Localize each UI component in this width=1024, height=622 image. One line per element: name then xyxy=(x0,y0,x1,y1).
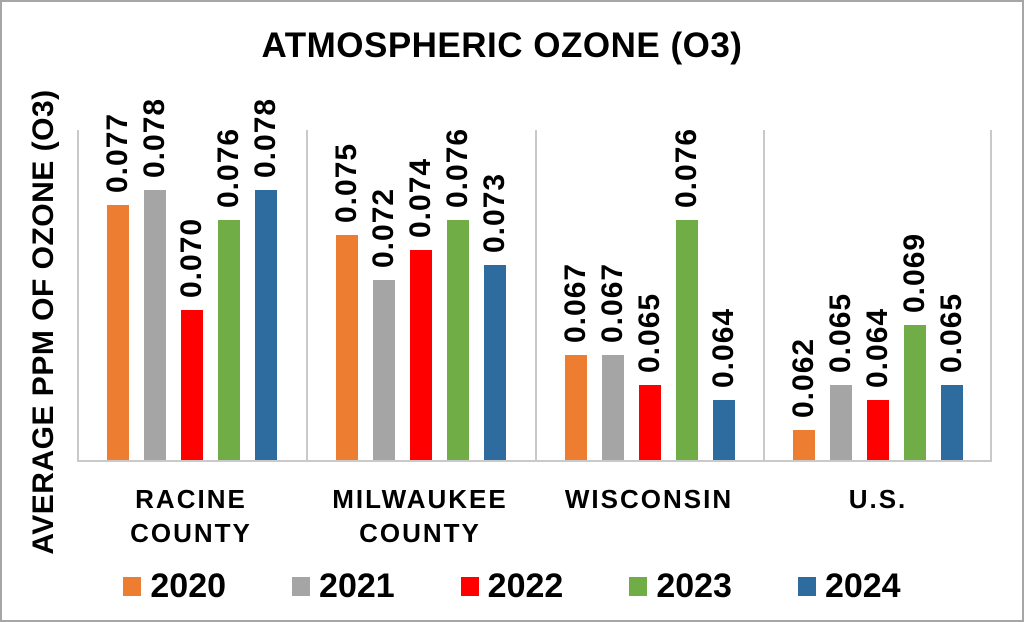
bar-2023-u-s- xyxy=(904,325,926,460)
bar-2020-racine-county xyxy=(107,205,129,460)
category-label-line: RACINE xyxy=(135,484,247,514)
category-label-milwaukee-county: MILWAUKEE COUNTY xyxy=(270,482,570,550)
y-axis-line xyxy=(77,130,79,462)
bar-value-label: 0.065 xyxy=(824,292,857,373)
bar-2023-racine-county xyxy=(218,220,240,460)
bar-2020-u-s- xyxy=(793,430,815,460)
bar-value-label: 0.070 xyxy=(175,217,208,298)
legend-item-2022: 2022 xyxy=(460,567,564,605)
legend-swatch-2022 xyxy=(460,576,479,596)
bar-2022-u-s- xyxy=(867,400,889,460)
bar-2023-milwaukee-county xyxy=(447,220,469,460)
chart-title: ATMOSPHERIC OZONE (O3) xyxy=(261,26,743,65)
bar-value-label: 0.072 xyxy=(367,187,400,268)
legend-item-2024: 2024 xyxy=(797,567,901,605)
category-separator-line xyxy=(535,130,537,462)
bar-2020-wisconsin xyxy=(565,355,587,460)
category-separator-line xyxy=(763,130,765,462)
legend-swatch-2021 xyxy=(292,576,311,596)
bar-value-label: 0.073 xyxy=(478,172,511,253)
bar-2022-milwaukee-county xyxy=(410,250,432,460)
legend-swatch-2023 xyxy=(629,576,648,596)
legend-label-2024: 2024 xyxy=(824,567,901,605)
category-label-line: U.S. xyxy=(848,484,908,514)
legend-item-2020: 2020 xyxy=(123,568,226,604)
bar-2020-milwaukee-county xyxy=(336,235,358,460)
legend-item-2023: 2023 xyxy=(629,568,732,604)
bar-2022-racine-county xyxy=(181,310,203,460)
bar-2022-wisconsin xyxy=(639,385,661,460)
category-label-u-s-: U.S. xyxy=(728,482,1022,516)
bar-value-label: 0.067 xyxy=(559,262,592,343)
legend-label-2020: 2020 xyxy=(150,567,227,605)
legend-swatch-2020 xyxy=(123,576,142,596)
bar-value-label: 0.078 xyxy=(138,97,171,178)
bar-2021-racine-county xyxy=(144,190,166,460)
category-label-line: WISCONSIN xyxy=(564,484,734,514)
plot-area: 0.077 0.078 0.070 0.076 0.078 RACINE COUNTY 0.0… xyxy=(77,98,992,548)
legend-item-2021: 2021 xyxy=(292,568,395,604)
legend-label-2021: 2021 xyxy=(319,567,395,605)
bar-2023-wisconsin xyxy=(676,220,698,460)
category-label-line: COUNTY xyxy=(359,518,481,548)
bar-value-label: 0.078 xyxy=(249,97,282,178)
bar-2021-milwaukee-county xyxy=(373,280,395,460)
plot-right-border xyxy=(990,130,992,462)
x-axis-line xyxy=(77,460,992,462)
bar-value-label: 0.064 xyxy=(861,307,894,388)
bar-2024-wisconsin xyxy=(713,400,735,460)
bar-2021-wisconsin xyxy=(602,355,624,460)
bar-2021-u-s- xyxy=(830,385,852,460)
bar-value-label: 0.067 xyxy=(596,262,629,343)
category-label-racine-county: RACINE COUNTY xyxy=(41,482,341,550)
bar-value-label: 0.069 xyxy=(898,232,931,313)
bar-value-label: 0.062 xyxy=(787,337,820,418)
bar-value-label: 0.076 xyxy=(212,127,245,208)
bar-value-label: 0.074 xyxy=(404,157,437,238)
category-label-wisconsin: WISCONSIN xyxy=(499,482,799,516)
bar-2024-milwaukee-county xyxy=(484,265,506,460)
bar-value-label: 0.076 xyxy=(441,127,474,208)
legend-label-2022: 2022 xyxy=(487,567,564,605)
bar-value-label: 0.077 xyxy=(101,112,134,193)
legend-label-2023: 2023 xyxy=(656,567,732,605)
bar-value-label: 0.064 xyxy=(707,307,740,388)
bar-value-label: 0.076 xyxy=(670,127,703,208)
category-separator-line xyxy=(306,130,308,462)
legend-swatch-2024 xyxy=(797,576,816,596)
category-label-line: COUNTY xyxy=(130,518,252,548)
bar-value-label: 0.065 xyxy=(935,292,968,373)
bar-2024-racine-county xyxy=(255,190,277,460)
bar-value-label: 0.065 xyxy=(633,292,666,373)
bar-value-label: 0.075 xyxy=(330,142,363,223)
legend: 2020 2021 2022 2023 2024 xyxy=(2,566,1022,606)
category-label-line: MILWAUKEE xyxy=(332,484,508,514)
bar-2024-u-s- xyxy=(941,385,963,460)
